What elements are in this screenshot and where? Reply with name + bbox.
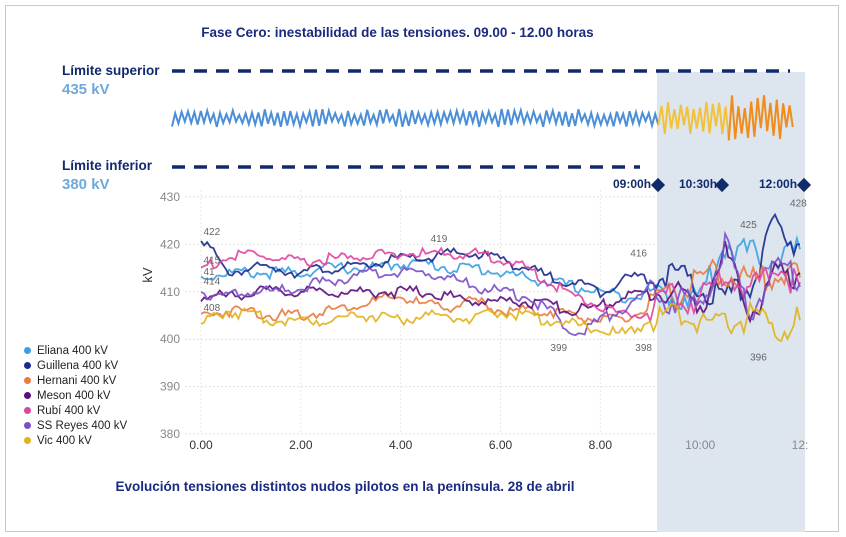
data-label: 408 [203, 303, 220, 314]
legend-item: Rubí 400 kV [24, 403, 127, 418]
legend-item: Hernani 400 kV [24, 373, 127, 388]
legend-label: Vic 400 kV [37, 434, 92, 447]
legend-dot-icon [24, 377, 31, 384]
y-tick-label: 430 [160, 190, 180, 204]
series-line-5 [200, 230, 801, 337]
band-stable [171, 106, 660, 131]
legend-label: Hernani 400 kV [37, 374, 117, 387]
legend-item: Eliana 400 kV [24, 343, 127, 358]
data-label: 398 [635, 343, 652, 354]
marker-0900: 09:00h [613, 177, 652, 191]
x-tick-label: 0.00 [189, 438, 213, 452]
x-tick-label: 2.00 [289, 438, 313, 452]
legend-dot-icon [24, 422, 31, 429]
y-tick-label: 420 [160, 237, 180, 251]
legend-dot-icon [24, 347, 31, 354]
legend-label: Eliana 400 kV [37, 344, 108, 357]
highlight-region [657, 72, 805, 532]
data-label: 41 [203, 267, 215, 278]
series-line-2 [200, 258, 801, 325]
x-tick-label: 8.00 [589, 438, 613, 452]
figure-caption: Evolución tensiones distintos nudos pilo… [115, 479, 575, 494]
figure-border [5, 5, 839, 532]
marker-1030: 10:30h [679, 177, 718, 191]
legend-dot-icon [24, 362, 31, 369]
data-label: 399 [550, 343, 567, 354]
legend-dot-icon [24, 407, 31, 414]
lower-limit-value: 380 kV [62, 176, 110, 193]
marker-1200: 12:00h [759, 177, 798, 191]
diamond-marker-icon [714, 177, 730, 193]
legend-dot-icon [24, 437, 31, 444]
series-line-6 [200, 299, 801, 343]
data-label: 428 [790, 198, 807, 209]
upper-limit-value: 435 kV [62, 81, 110, 98]
diamond-marker-icon [796, 177, 812, 193]
legend-dot-icon [24, 392, 31, 399]
data-label: 396 [750, 353, 767, 364]
legend-label: SS Reyes 400 kV [37, 419, 128, 432]
series-line-3 [200, 240, 801, 324]
data-label: 414 [203, 277, 220, 288]
legend-item: Meson 400 kV [24, 388, 127, 403]
data-label: 422 [203, 227, 220, 238]
y-tick-label: 400 [160, 332, 180, 346]
data-label: 415 [203, 255, 220, 266]
figure-title: Fase Cero: inestabilidad de las tensione… [201, 25, 594, 40]
upper-limit-label: Límite superior [62, 63, 160, 78]
lower-limit-label: Límite inferior [62, 158, 153, 173]
data-label: 419 [431, 234, 448, 245]
y-tick-label: 410 [160, 285, 180, 299]
x-tick-label: 4.00 [389, 438, 413, 452]
y-axis-label: kV [140, 267, 155, 283]
legend: Eliana 400 kV Guillena 400 kV Hernani 400 … [24, 343, 127, 448]
x-tick-label: 10:00 [685, 438, 715, 452]
diamond-marker-icon [650, 177, 666, 193]
legend-label: Guillena 400 kV [37, 359, 119, 372]
band-unstable-1 [657, 101, 730, 141]
series-line-0 [200, 235, 801, 311]
legend-label: Rubí 400 kV [37, 404, 101, 417]
series-line-4 [200, 246, 801, 324]
legend-item: Guillena 400 kV [24, 358, 127, 373]
legend-item: Vic 400 kV [24, 433, 127, 448]
data-label: 416 [630, 248, 647, 259]
legend-label: Meson 400 kV [37, 389, 111, 402]
y-tick-label: 380 [160, 427, 180, 441]
legend-item: SS Reyes 400 kV [24, 418, 127, 433]
y-tick-label: 390 [160, 380, 180, 394]
band-unstable-2 [727, 95, 794, 141]
x-tick-label: 6.00 [489, 438, 513, 452]
data-label: 425 [740, 220, 757, 231]
x-tick-label: 12: [792, 438, 809, 452]
